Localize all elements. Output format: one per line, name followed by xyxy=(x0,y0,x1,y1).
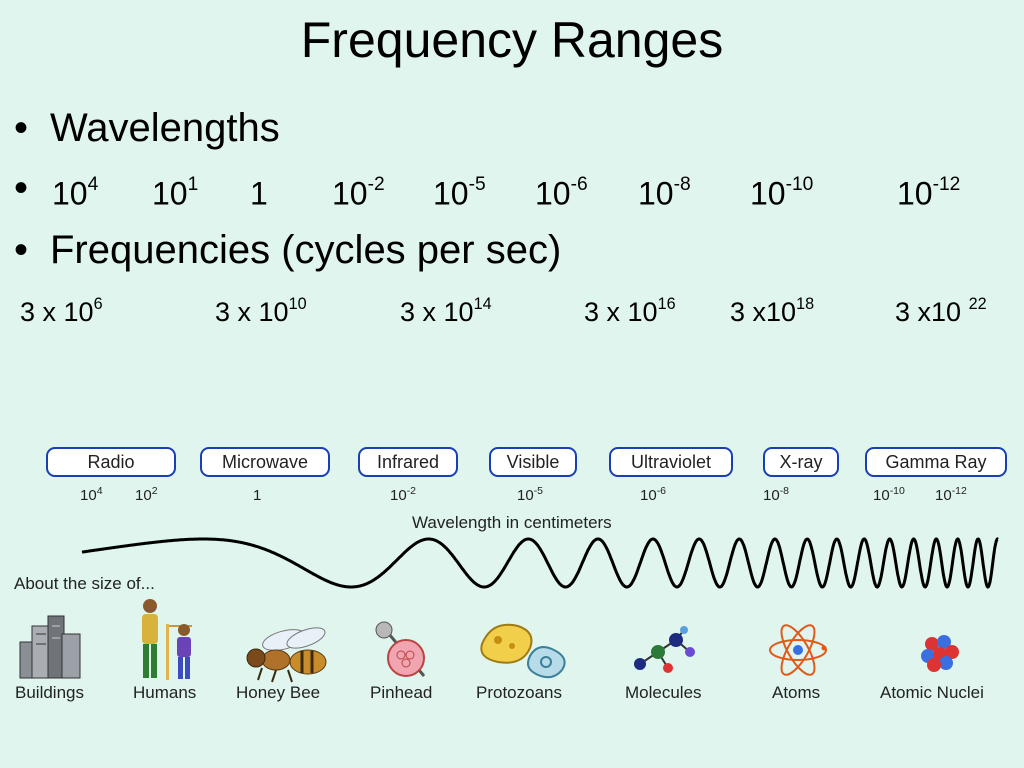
bullet-wavelength-values: • xyxy=(14,164,50,212)
bullet-wavelengths: • Wavelengths xyxy=(14,104,280,152)
wavelength-tick: 10-2 xyxy=(390,485,417,504)
wavelength-tick: 1 xyxy=(253,487,262,504)
honey-bee-icon xyxy=(246,627,327,683)
object-label-honey-bee: Honey Bee xyxy=(236,683,321,702)
object-label-buildings: Buildings xyxy=(15,683,84,702)
frequency-value: 3 x10 22 xyxy=(895,294,987,327)
wavelength-tick: 10-8 xyxy=(763,485,790,504)
protozoans-icon xyxy=(480,623,566,679)
wavelength-value: 104 xyxy=(52,174,99,212)
wavelength-value: 10-6 xyxy=(535,174,588,212)
object-label-humans: Humans xyxy=(133,683,197,702)
frequency-value: 3 x 1016 xyxy=(584,294,676,327)
atom-icon xyxy=(769,624,827,676)
object-label-atomic-nuclei: Atomic Nuclei xyxy=(880,683,984,702)
object-label-pinhead: Pinhead xyxy=(370,683,433,702)
object-label-protozoans: Protozoans xyxy=(476,683,562,702)
pinhead-icon xyxy=(375,621,426,677)
frequency-value: 3 x 1014 xyxy=(400,294,492,327)
object-label-molecules: Molecules xyxy=(625,683,702,702)
wavelength-caption: Wavelength in centimeters xyxy=(412,513,612,532)
wavelength-tick: 10-5 xyxy=(517,485,544,504)
band-visible: Visible xyxy=(489,447,577,477)
wavelength-tick: 102 xyxy=(135,485,158,504)
wavelength-tick: 10-10 xyxy=(873,485,905,504)
page-title: Frequency Ranges xyxy=(300,12,724,68)
wavelength-tick: 10-12 xyxy=(935,485,967,504)
bullet-frequencies: • Frequencies (cycles per sec) xyxy=(14,226,561,274)
bullet-dot: • xyxy=(14,106,29,150)
frequency-value: 3 x 106 xyxy=(20,294,103,327)
em-wave xyxy=(81,537,999,589)
wavelength-value: 101 xyxy=(152,174,199,212)
frequencies-heading: Frequencies (cycles per sec) xyxy=(50,228,562,272)
humans-icon xyxy=(142,599,192,680)
wavelengths-heading: Wavelengths xyxy=(50,106,280,150)
band-microwave: Microwave xyxy=(200,447,330,477)
band-ultraviolet: Ultraviolet xyxy=(609,447,733,477)
bullet-dot: • xyxy=(14,228,29,272)
atomic-nucleus-icon xyxy=(921,635,959,672)
band-infrared: Infrared xyxy=(358,447,458,477)
size-caption: About the size of... xyxy=(14,574,155,593)
wavelength-value: 10-12 xyxy=(897,174,961,212)
wavelength-value: 10-10 xyxy=(750,174,814,212)
wavelength-tick: 10-6 xyxy=(640,485,667,504)
wavelength-value: 1 xyxy=(250,175,268,212)
band-xray: X-ray xyxy=(763,447,839,477)
frequency-value: 3 x1018 xyxy=(730,294,815,327)
molecules-icon xyxy=(634,626,695,673)
frequency-value: 3 x 1010 xyxy=(215,294,307,327)
wavelength-value: 10-2 xyxy=(332,174,385,212)
wavelength-value: 10-8 xyxy=(638,174,691,212)
wavelength-tick: 104 xyxy=(80,485,103,504)
object-label-atoms: Atoms xyxy=(772,683,821,702)
buildings-icon xyxy=(19,615,81,679)
bullet-dot: • xyxy=(14,166,29,210)
band-gamma-ray: Gamma Ray xyxy=(865,447,1007,477)
wavelength-value: 10-5 xyxy=(433,174,486,212)
band-radio: Radio xyxy=(46,447,176,477)
